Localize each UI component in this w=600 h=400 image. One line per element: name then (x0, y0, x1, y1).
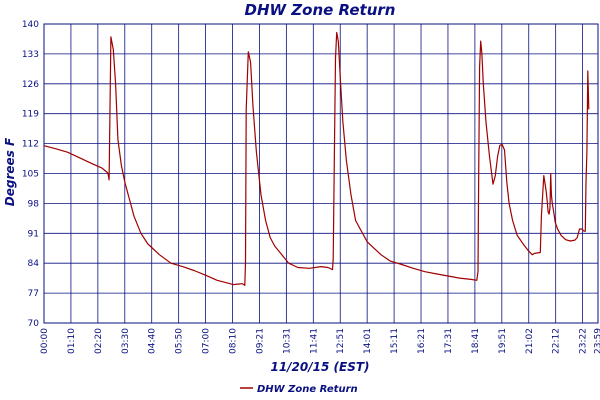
x-tick-label: 03:30 (121, 328, 131, 354)
y-tick-label: 133 (22, 50, 39, 60)
x-tick-label: 09:21 (255, 328, 265, 354)
x-tick-label: 12:51 (336, 328, 346, 354)
x-tick-label: 02:20 (94, 328, 104, 354)
x-tick-label: 10:31 (282, 328, 292, 354)
x-tick-label: 23:22 (579, 328, 589, 354)
y-tick-label: 91 (28, 229, 39, 239)
x-tick-label: 15:11 (390, 328, 400, 354)
x-tick-label: 07:00 (202, 328, 212, 354)
x-tick-label: 11:41 (309, 328, 319, 354)
x-tick-label: 08:10 (229, 328, 239, 354)
legend-label: DHW Zone Return (257, 384, 358, 395)
x-axis-title: 11/20/15 (EST) (270, 360, 369, 374)
x-tick-label: 18:41 (471, 328, 481, 354)
x-tick-label: 21:02 (525, 328, 535, 354)
y-tick-label: 140 (22, 20, 39, 30)
x-tick-label: 00:00 (40, 328, 50, 354)
series-layer (43, 31, 590, 286)
x-tick-label: 19:51 (498, 328, 508, 354)
x-tick-label: 17:31 (444, 328, 454, 354)
x-tick-label: 14:01 (363, 328, 373, 354)
series-line (43, 31, 590, 286)
x-tick-label: 23:59 (594, 328, 600, 354)
x-tick-label: 01:10 (67, 328, 77, 354)
x-tick-label: 16:21 (417, 328, 427, 354)
y-tick-label: 70 (28, 319, 40, 329)
y-tick-label: 84 (28, 259, 40, 269)
y-tick-label: 105 (22, 170, 39, 180)
chart-title: DHW Zone Return (245, 1, 396, 19)
x-tick-label: 04:40 (148, 328, 158, 354)
y-tick-label: 112 (22, 140, 39, 150)
x-tick-label: 05:50 (175, 328, 185, 354)
grid (43, 23, 599, 324)
y-axis-title: Degrees F (3, 137, 17, 206)
y-tick-label: 98 (28, 199, 40, 209)
y-tick-label: 77 (28, 289, 39, 299)
y-tick-label: 126 (22, 80, 39, 90)
x-tick-label: 22:12 (552, 328, 562, 354)
y-tick-label: 119 (22, 110, 39, 120)
legend: DHW Zone Return (240, 384, 358, 395)
x-tick-labels: 00:00 01:10 02:20 03:30 04:40 05:50 07:00 08:10… (40, 328, 600, 354)
y-tick-labels: 70 77 84 91 98 105 112 119 126 133 140 (22, 20, 39, 329)
